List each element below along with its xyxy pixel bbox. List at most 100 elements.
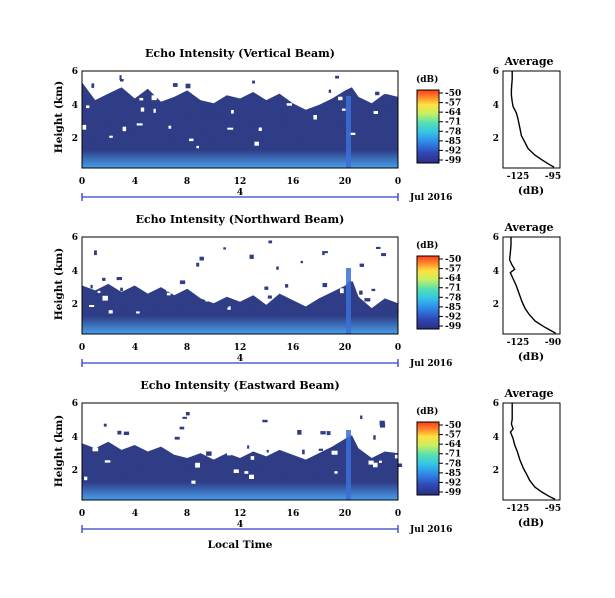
data-gap-cell [394,454,400,459]
data-gap-cell [189,138,194,142]
data-gap-cell [162,84,167,88]
data-gap-cell [322,283,328,288]
data-gap-cell [102,295,108,301]
data-gap-cell [141,465,146,469]
average-frame [502,236,561,335]
colorbar-tick-label: -85 [445,137,461,147]
x-tick-label: 16 [287,343,300,353]
data-gap-cell [313,115,317,120]
data-gap-cell [258,466,263,472]
colorbar-tick-label: -64 [445,274,461,284]
data-gap-cell [363,80,366,84]
data-gaps [82,411,403,484]
colorbar-tick-label: -85 [445,303,461,313]
data-gap-cell [104,460,111,463]
data-gap-cell [233,469,239,473]
data-gap-cell [91,83,95,88]
data-gap-cell [185,466,191,471]
no-echo-region [82,403,398,460]
y-tick-label: 2 [72,466,78,476]
data-gap-cell [93,140,97,143]
data-gap-cell [84,476,88,481]
date-day-label: 4 [237,354,243,364]
data-gap-cell [353,306,356,309]
data-gap-cell [379,460,382,463]
data-gap-cell [242,469,246,472]
data-gap-cell [254,141,259,146]
data-gap-cell [132,433,138,436]
colorbar-tick-label: -99 [445,322,461,332]
data-gap-cell [108,251,112,254]
data-gap-cell [202,102,209,107]
avg-x-label: (dB) [518,517,544,529]
y-ticks: 6 4 2 [72,233,78,310]
data-gap-cell [368,460,374,465]
data-gap-cell [324,253,331,258]
data-gap-cell [250,305,254,311]
data-gap-cell [195,462,200,468]
avg-x-label: (dB) [518,351,544,363]
data-gap-cell [223,100,229,105]
colorbar: (dB) -50-57-64-71-78-85-92-99 [416,240,461,332]
x-tick-label: 4 [132,343,138,353]
data-gap-cell [122,126,127,132]
data-gap-cell [322,251,328,256]
colorbar-tick-label: -57 [445,431,461,441]
data-gap-cell [154,308,160,312]
data-gap-cell [195,449,199,453]
data-gap-cell [388,308,392,313]
data-gap-cell [274,311,279,314]
data-gap-cell [379,420,385,426]
avg-y-tick: 6 [493,233,499,243]
x-axis-label: Local Time [208,539,273,551]
heatmap-title: Echo Intensity (Vertical Beam) [145,47,335,60]
date-label: Jul 2016 [409,525,452,535]
data-gap-cell [172,83,178,87]
y-ticks: 6 4 2 [72,67,78,144]
data-gap-cell [335,75,339,79]
avg-y-tick: 4 [493,433,499,443]
data-gap-cell [339,119,342,124]
data-gap-cell [244,471,249,474]
data-gap-cell [204,115,209,120]
y-tick-label: 2 [72,134,78,144]
colorbar: (dB) -50-57-64-71-78-85-92-99 [416,74,461,166]
x-ticks: 0 4 8 12 16 20 0 [79,177,401,187]
data-gap-cell [166,287,171,292]
heatmap-title: Echo Intensity (Eastward Beam) [140,379,339,392]
data-gap-cell [94,250,97,256]
data-gap-cell [117,430,122,435]
data-gap-cell [125,129,131,134]
data-gap-cell [373,462,378,468]
data-gap-cell [265,429,270,434]
data-gap-cell [179,280,186,285]
x-tick-label: 12 [234,177,247,187]
data-gap-cell [276,266,279,270]
data-gap-cell [86,105,90,109]
data-gap-cell [262,419,268,423]
x-tick-label: 0 [79,177,85,187]
data-gap-cell [82,417,88,421]
colorbar: (dB) -50-57-64-71-78-85-92-99 [416,406,461,498]
data-gap-cell [179,426,185,430]
y-tick-label: 4 [72,433,78,443]
data-gap-cell [154,116,157,119]
data-gap-cell [249,474,254,479]
data-gap-cell [124,306,128,309]
data-gap-cell [140,107,145,112]
data-gap-cell [395,309,399,313]
colorbar-tick-label: -92 [445,478,461,488]
data-gap-cell [177,146,180,149]
data-gap-cell [240,440,244,444]
y-ticks: 6 4 2 [72,399,78,476]
x-tick-label: 8 [184,343,190,353]
data-gap-cell [381,253,386,257]
date-label: Jul 2016 [409,359,452,369]
near-ground-echo [82,482,398,500]
data-gap-cell [227,306,231,310]
data-gap-cell [275,424,278,429]
data-gap-cell [297,430,302,435]
data-gap-cell [371,288,376,292]
data-gap-cell [223,247,226,250]
average-line [509,403,556,500]
